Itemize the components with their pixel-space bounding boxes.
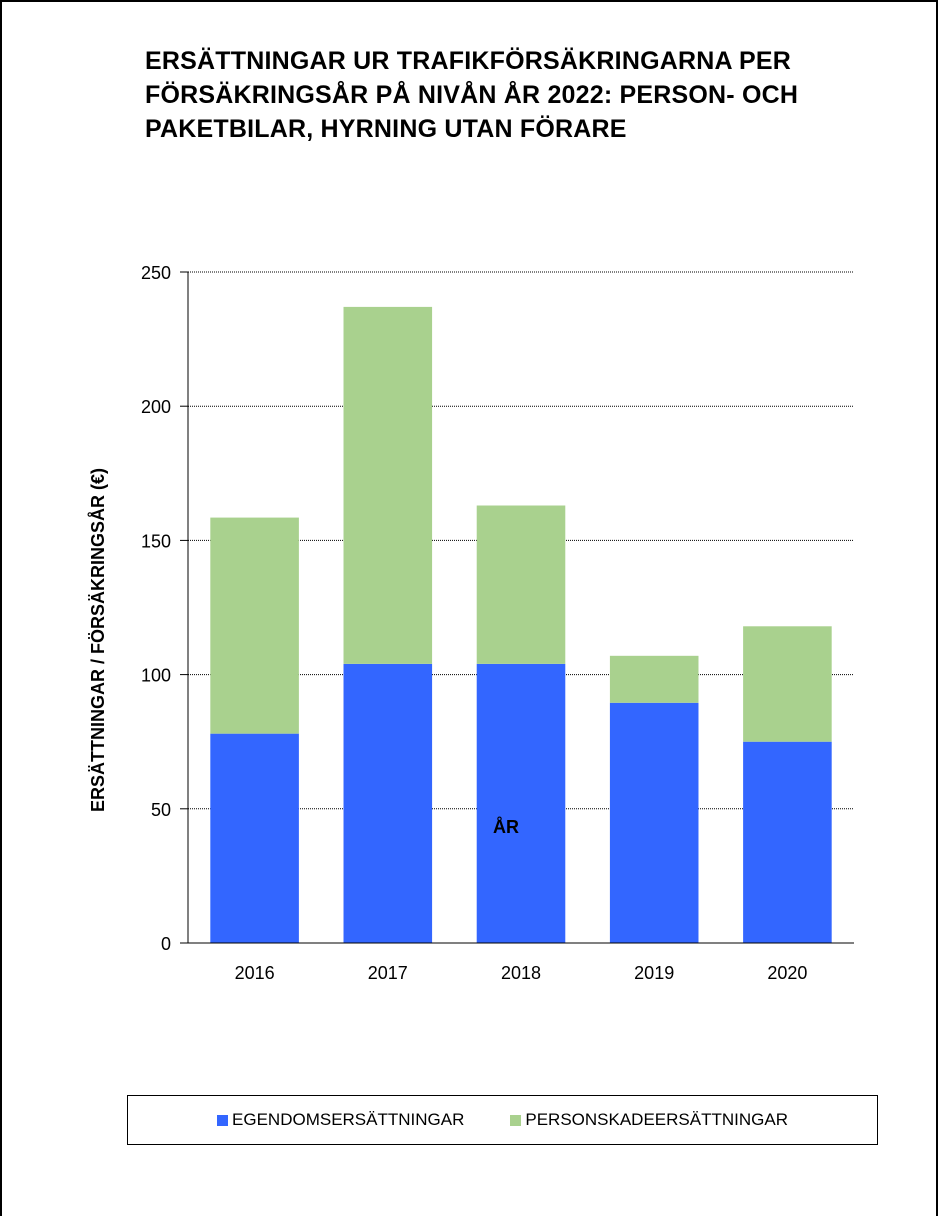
y-tick-label: 0	[161, 934, 171, 954]
bar-egendom-2018	[476, 663, 566, 943]
bar-personskade-2018	[476, 505, 566, 664]
bar-personskade-2020	[743, 626, 832, 742]
bar-personskade-2019	[609, 655, 699, 703]
bar-egendom-2019	[609, 702, 699, 943]
x-axis-label: ÅR	[493, 817, 519, 837]
x-tick-labels: 2016 2017 2018 2019 2020	[235, 963, 808, 983]
bars	[210, 306, 832, 943]
legend-swatch-egendom	[217, 1114, 229, 1126]
x-tick-label: 2017	[368, 963, 408, 983]
legend-item-personskade: PERSONSKADEERSÄTTNINGAR	[510, 1110, 788, 1130]
bar-egendom-2017	[343, 663, 433, 943]
bar-egendom-2016	[210, 733, 299, 943]
x-tick-label: 2016	[235, 963, 275, 983]
bar-personskade-2017	[343, 306, 433, 664]
legend-swatch-personskade	[510, 1114, 522, 1126]
legend-item-egendom: EGENDOMSERSÄTTNINGAR	[217, 1110, 464, 1130]
y-tick-label: 100	[141, 666, 171, 686]
y-tick-label: 150	[141, 531, 171, 551]
y-tick-label: 250	[141, 263, 171, 283]
bar-egendom-2020	[743, 741, 832, 943]
x-tick-label: 2020	[767, 963, 807, 983]
y-tick-label: 200	[141, 397, 171, 417]
y-axis-label: ERSÄTTNINGAR / FÖRSÄKRINGSÅR (€)	[88, 468, 108, 812]
legend: EGENDOMSERSÄTTNINGAR PERSONSKADEERSÄTTNI…	[127, 1095, 878, 1145]
x-tick-label: 2018	[501, 963, 541, 983]
axes	[187, 272, 854, 944]
legend-label-personskade: PERSONSKADEERSÄTTNINGAR	[525, 1110, 788, 1129]
legend-label-egendom: EGENDOMSERSÄTTNINGAR	[232, 1110, 465, 1129]
y-tick-labels: 0 50 100 150 200 250	[141, 263, 171, 954]
y-tick-label: 50	[151, 800, 171, 820]
chart-title: ERSÄTTNINGAR UR TRAFIKFÖRSÄKRINGARNA PER…	[145, 47, 799, 143]
bar-personskade-2016	[210, 517, 299, 734]
x-tick-label: 2019	[634, 963, 674, 983]
